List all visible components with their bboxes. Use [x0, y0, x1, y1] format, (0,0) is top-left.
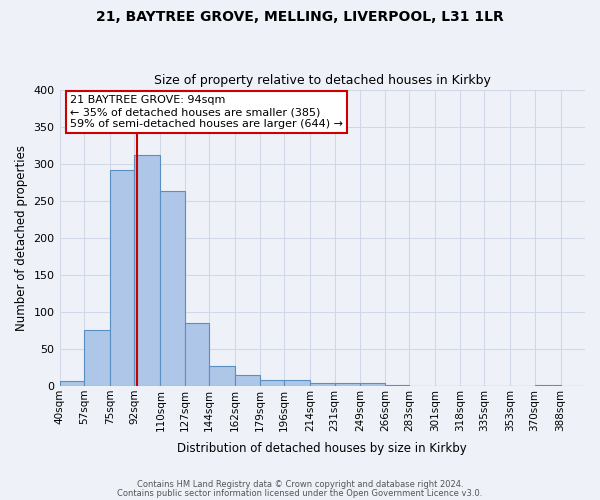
Bar	[110, 170, 134, 386]
Text: 21 BAYTREE GROVE: 94sqm
← 35% of detached houses are smaller (385)
59% of semi-d: 21 BAYTREE GROVE: 94sqm ← 35% of detache…	[70, 96, 343, 128]
Bar	[134, 155, 160, 386]
Text: 21, BAYTREE GROVE, MELLING, LIVERPOOL, L31 1LR: 21, BAYTREE GROVE, MELLING, LIVERPOOL, L…	[96, 10, 504, 24]
Bar	[59, 381, 84, 386]
Text: Contains public sector information licensed under the Open Government Licence v3: Contains public sector information licen…	[118, 488, 482, 498]
Bar	[185, 323, 209, 386]
Title: Size of property relative to detached houses in Kirkby: Size of property relative to detached ho…	[154, 74, 491, 87]
Bar	[310, 383, 335, 386]
Bar	[235, 375, 260, 386]
Bar	[284, 380, 310, 386]
Y-axis label: Number of detached properties: Number of detached properties	[15, 145, 28, 331]
Bar	[361, 383, 385, 386]
Bar	[260, 380, 284, 386]
X-axis label: Distribution of detached houses by size in Kirkby: Distribution of detached houses by size …	[178, 442, 467, 455]
Bar	[160, 191, 185, 386]
Text: Contains HM Land Registry data © Crown copyright and database right 2024.: Contains HM Land Registry data © Crown c…	[137, 480, 463, 489]
Bar	[209, 366, 235, 386]
Bar	[385, 384, 409, 386]
Bar	[335, 383, 361, 386]
Bar	[84, 330, 110, 386]
Bar	[535, 384, 560, 386]
